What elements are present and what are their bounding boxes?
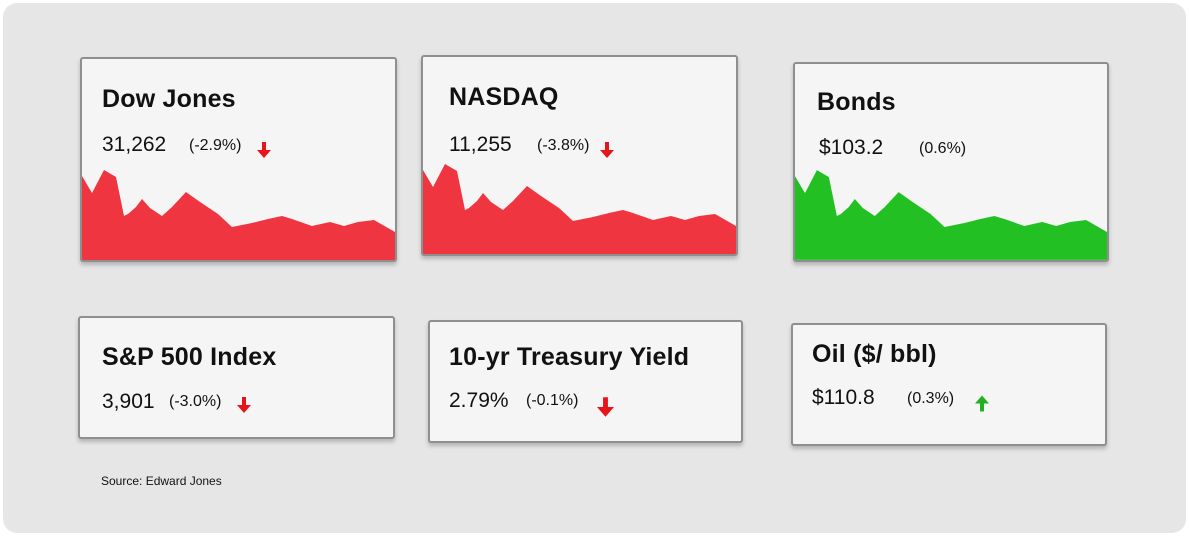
card-value: 2.79% <box>449 389 509 412</box>
sparkline-area <box>795 170 1107 260</box>
card-change: (-3.8%) <box>537 137 590 154</box>
card-change: (-2.9%) <box>189 137 242 154</box>
card-dow-jones[interactable]: Dow Jones 31,262 (-2.9%) <box>80 57 397 262</box>
card-sp500[interactable]: S&P 500 Index 3,901 (-3.0%) <box>78 316 395 439</box>
sparkline-area-chart <box>82 170 395 260</box>
card-title: NASDAQ <box>449 83 559 111</box>
card-title: Oil ($/ bbl) <box>812 340 937 368</box>
arrow-down-icon <box>600 142 614 158</box>
card-change: (-0.1%) <box>526 392 579 409</box>
arrow-down-icon <box>257 142 271 158</box>
market-summary-panel: Dow Jones 31,262 (-2.9%) NASDAQ 11,255 (… <box>3 3 1186 533</box>
sparkline-area <box>82 170 395 260</box>
card-nasdaq[interactable]: NASDAQ 11,255 (-3.8%) <box>421 55 738 256</box>
sparkline-area <box>423 164 736 254</box>
sparkline-area-chart <box>795 170 1107 260</box>
card-title: Bonds <box>817 88 896 116</box>
card-bonds[interactable]: Bonds $103.2 (0.6%) <box>793 62 1109 262</box>
arrow-down-icon <box>237 397 251 413</box>
card-oil[interactable]: Oil ($/ bbl) $110.8 (0.3%) <box>791 323 1107 446</box>
card-value: $110.8 <box>812 386 875 409</box>
card-title: S&P 500 Index <box>102 343 277 371</box>
card-value: 31,262 <box>102 133 167 156</box>
card-change: (0.3%) <box>907 390 955 407</box>
card-treasury-yield[interactable]: 10-yr Treasury Yield 2.79% (-0.1%) <box>428 320 743 443</box>
card-change: (-3.0%) <box>169 393 222 410</box>
source-note: Source: Edward Jones <box>101 474 222 488</box>
card-title: Dow Jones <box>102 85 236 113</box>
arrow-down-icon <box>597 397 614 417</box>
card-change: (0.6%) <box>919 140 967 157</box>
card-value: 11,255 <box>449 133 512 156</box>
arrow-up-icon <box>975 395 989 412</box>
sparkline-area-chart <box>423 164 736 254</box>
card-value: 3,901 <box>102 390 155 413</box>
card-value: $103.2 <box>819 136 884 159</box>
card-title: 10-yr Treasury Yield <box>449 343 690 371</box>
